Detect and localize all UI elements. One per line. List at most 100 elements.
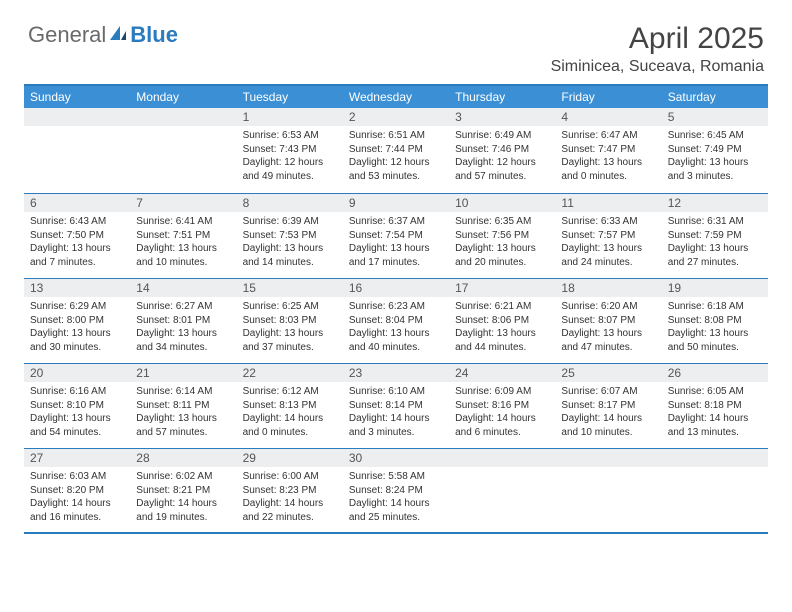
day-cell: 30Sunrise: 5:58 AMSunset: 8:24 PMDayligh…	[343, 448, 449, 533]
day-cell: 18Sunrise: 6:20 AMSunset: 8:07 PMDayligh…	[555, 278, 661, 363]
sunset-text: Sunset: 7:59 PM	[668, 229, 762, 243]
daylight-text: Daylight: 13 hours and 50 minutes.	[668, 327, 762, 354]
week-row: 6Sunrise: 6:43 AMSunset: 7:50 PMDaylight…	[24, 193, 768, 278]
logo: General Blue	[28, 22, 178, 48]
day-cell: 22Sunrise: 6:12 AMSunset: 8:13 PMDayligh…	[237, 363, 343, 448]
sunset-text: Sunset: 7:56 PM	[455, 229, 549, 243]
sunrise-text: Sunrise: 6:09 AM	[455, 385, 549, 399]
location: Siminicea, Suceava, Romania	[551, 58, 764, 76]
day-body: Sunrise: 5:58 AMSunset: 8:24 PMDaylight:…	[343, 467, 449, 528]
day-body: Sunrise: 6:33 AMSunset: 7:57 PMDaylight:…	[555, 212, 661, 273]
day-number: 8	[237, 193, 343, 212]
month-title: April 2025	[551, 22, 764, 56]
sunrise-text: Sunrise: 6:16 AM	[30, 385, 124, 399]
day-cell: 21Sunrise: 6:14 AMSunset: 8:11 PMDayligh…	[130, 363, 236, 448]
sunset-text: Sunset: 8:00 PM	[30, 314, 124, 328]
daylight-text: Daylight: 13 hours and 14 minutes.	[243, 242, 337, 269]
day-body: Sunrise: 6:05 AMSunset: 8:18 PMDaylight:…	[662, 382, 768, 443]
daylight-text: Daylight: 13 hours and 34 minutes.	[136, 327, 230, 354]
daylight-text: Daylight: 12 hours and 57 minutes.	[455, 156, 549, 183]
sunset-text: Sunset: 8:20 PM	[30, 484, 124, 498]
week-row: 27Sunrise: 6:03 AMSunset: 8:20 PMDayligh…	[24, 448, 768, 533]
sunrise-text: Sunrise: 6:29 AM	[30, 300, 124, 314]
daylight-text: Daylight: 14 hours and 25 minutes.	[349, 497, 443, 524]
day-cell: 26Sunrise: 6:05 AMSunset: 8:18 PMDayligh…	[662, 363, 768, 448]
sunrise-text: Sunrise: 6:02 AM	[136, 470, 230, 484]
sunrise-text: Sunrise: 6:37 AM	[349, 215, 443, 229]
sunrise-text: Sunrise: 6:03 AM	[30, 470, 124, 484]
day-number: 2	[343, 108, 449, 126]
day-cell: 28Sunrise: 6:02 AMSunset: 8:21 PMDayligh…	[130, 448, 236, 533]
day-number: 7	[130, 193, 236, 212]
logo-sail-icon	[108, 22, 128, 48]
sunset-text: Sunset: 8:17 PM	[561, 399, 655, 413]
day-body: Sunrise: 6:00 AMSunset: 8:23 PMDaylight:…	[237, 467, 343, 528]
sunrise-text: Sunrise: 6:47 AM	[561, 129, 655, 143]
day-number: 16	[343, 278, 449, 297]
day-cell: 9Sunrise: 6:37 AMSunset: 7:54 PMDaylight…	[343, 193, 449, 278]
sunset-text: Sunset: 7:43 PM	[243, 143, 337, 157]
day-number: 5	[662, 108, 768, 126]
day-cell: 8Sunrise: 6:39 AMSunset: 7:53 PMDaylight…	[237, 193, 343, 278]
day-body: Sunrise: 6:14 AMSunset: 8:11 PMDaylight:…	[130, 382, 236, 443]
day-body: Sunrise: 6:07 AMSunset: 8:17 PMDaylight:…	[555, 382, 661, 443]
sunrise-text: Sunrise: 6:25 AM	[243, 300, 337, 314]
day-cell: 5Sunrise: 6:45 AMSunset: 7:49 PMDaylight…	[662, 108, 768, 193]
daylight-text: Daylight: 14 hours and 0 minutes.	[243, 412, 337, 439]
day-cell: 7Sunrise: 6:41 AMSunset: 7:51 PMDaylight…	[130, 193, 236, 278]
day-body: Sunrise: 6:20 AMSunset: 8:07 PMDaylight:…	[555, 297, 661, 358]
day-body: Sunrise: 6:16 AMSunset: 8:10 PMDaylight:…	[24, 382, 130, 443]
day-header: Thursday	[449, 85, 555, 108]
sunrise-text: Sunrise: 6:35 AM	[455, 215, 549, 229]
sunrise-text: Sunrise: 6:49 AM	[455, 129, 549, 143]
daylight-text: Daylight: 13 hours and 37 minutes.	[243, 327, 337, 354]
day-header: Friday	[555, 85, 661, 108]
day-body: Sunrise: 6:49 AMSunset: 7:46 PMDaylight:…	[449, 126, 555, 187]
sunrise-text: Sunrise: 6:33 AM	[561, 215, 655, 229]
calendar-table: Sunday Monday Tuesday Wednesday Thursday…	[24, 84, 768, 534]
day-cell: 19Sunrise: 6:18 AMSunset: 8:08 PMDayligh…	[662, 278, 768, 363]
day-header-row: Sunday Monday Tuesday Wednesday Thursday…	[24, 85, 768, 108]
sunrise-text: Sunrise: 6:10 AM	[349, 385, 443, 399]
day-cell: 25Sunrise: 6:07 AMSunset: 8:17 PMDayligh…	[555, 363, 661, 448]
daylight-text: Daylight: 13 hours and 10 minutes.	[136, 242, 230, 269]
daylight-text: Daylight: 13 hours and 0 minutes.	[561, 156, 655, 183]
day-cell: 16Sunrise: 6:23 AMSunset: 8:04 PMDayligh…	[343, 278, 449, 363]
day-cell: 4Sunrise: 6:47 AMSunset: 7:47 PMDaylight…	[555, 108, 661, 193]
sunrise-text: Sunrise: 6:21 AM	[455, 300, 549, 314]
daylight-text: Daylight: 13 hours and 7 minutes.	[30, 242, 124, 269]
day-number: 26	[662, 363, 768, 382]
sunset-text: Sunset: 8:03 PM	[243, 314, 337, 328]
sunset-text: Sunset: 8:21 PM	[136, 484, 230, 498]
sunset-text: Sunset: 8:01 PM	[136, 314, 230, 328]
sunrise-text: Sunrise: 6:27 AM	[136, 300, 230, 314]
day-header: Saturday	[662, 85, 768, 108]
day-number: 1	[237, 108, 343, 126]
day-number-empty	[24, 108, 130, 126]
day-body: Sunrise: 6:03 AMSunset: 8:20 PMDaylight:…	[24, 467, 130, 528]
sunset-text: Sunset: 8:04 PM	[349, 314, 443, 328]
sunrise-text: Sunrise: 6:18 AM	[668, 300, 762, 314]
sunrise-text: Sunrise: 6:45 AM	[668, 129, 762, 143]
daylight-text: Daylight: 14 hours and 10 minutes.	[561, 412, 655, 439]
day-body: Sunrise: 6:09 AMSunset: 8:16 PMDaylight:…	[449, 382, 555, 443]
sunset-text: Sunset: 8:10 PM	[30, 399, 124, 413]
sunrise-text: Sunrise: 6:07 AM	[561, 385, 655, 399]
sunrise-text: Sunrise: 6:14 AM	[136, 385, 230, 399]
daylight-text: Daylight: 14 hours and 3 minutes.	[349, 412, 443, 439]
day-number: 27	[24, 448, 130, 467]
day-cell: 11Sunrise: 6:33 AMSunset: 7:57 PMDayligh…	[555, 193, 661, 278]
day-cell: 24Sunrise: 6:09 AMSunset: 8:16 PMDayligh…	[449, 363, 555, 448]
day-cell	[662, 448, 768, 533]
sunset-text: Sunset: 7:54 PM	[349, 229, 443, 243]
sunset-text: Sunset: 8:11 PM	[136, 399, 230, 413]
daylight-text: Daylight: 14 hours and 6 minutes.	[455, 412, 549, 439]
sunset-text: Sunset: 8:24 PM	[349, 484, 443, 498]
day-cell: 10Sunrise: 6:35 AMSunset: 7:56 PMDayligh…	[449, 193, 555, 278]
day-cell	[555, 448, 661, 533]
day-body: Sunrise: 6:31 AMSunset: 7:59 PMDaylight:…	[662, 212, 768, 273]
sunset-text: Sunset: 8:07 PM	[561, 314, 655, 328]
week-row: 1Sunrise: 6:53 AMSunset: 7:43 PMDaylight…	[24, 108, 768, 193]
day-number-empty	[555, 448, 661, 467]
day-cell: 14Sunrise: 6:27 AMSunset: 8:01 PMDayligh…	[130, 278, 236, 363]
